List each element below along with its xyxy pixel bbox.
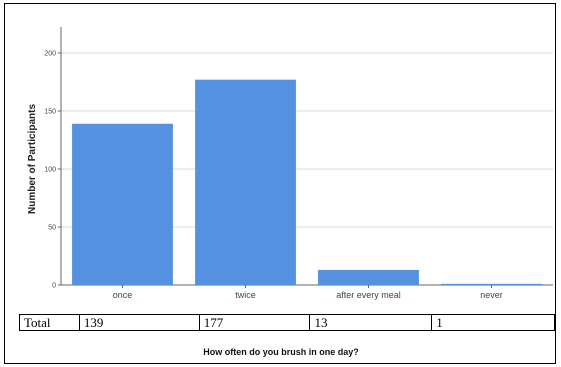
category-labels: once twice after every meal never [113,290,503,300]
y-tick-label-100: 100 [44,167,56,174]
bars [72,79,542,286]
bar-once [72,123,173,285]
bar-never [441,283,542,285]
total-row-label: Total [19,314,80,331]
chart-frame: 0 50 100 150 200 once twice after every meal ne… [4,3,556,364]
category-label-twice: twice [235,290,256,300]
bar-after-every-meal [318,269,419,285]
totals-table: Total 139 177 13 1 [19,314,555,331]
bar-chart: 0 50 100 150 200 once twice after every meal ne… [27,27,553,300]
y-tick-label-0: 0 [52,283,56,290]
total-cell-twice: 177 [198,314,311,331]
total-cell-after-every-meal: 13 [309,314,433,331]
category-label-never: never [480,290,503,300]
bar-twice [195,79,296,286]
total-cell-once: 139 [78,314,200,331]
y-tick-labels: 0 50 100 150 200 [44,51,56,290]
y-axis-label: Number of Participants [27,104,38,214]
y-tick-label-200: 200 [44,51,56,58]
y-tick-label-150: 150 [44,109,56,116]
y-tick-label-50: 50 [48,225,56,232]
x-axis-label: How often do you brush in one day? [203,347,359,357]
category-label-once: once [113,290,133,300]
total-cell-never: 1 [431,314,555,331]
totals-row: Total 139 177 13 1 [19,314,555,331]
category-label-after-every-meal: after every meal [336,290,401,300]
